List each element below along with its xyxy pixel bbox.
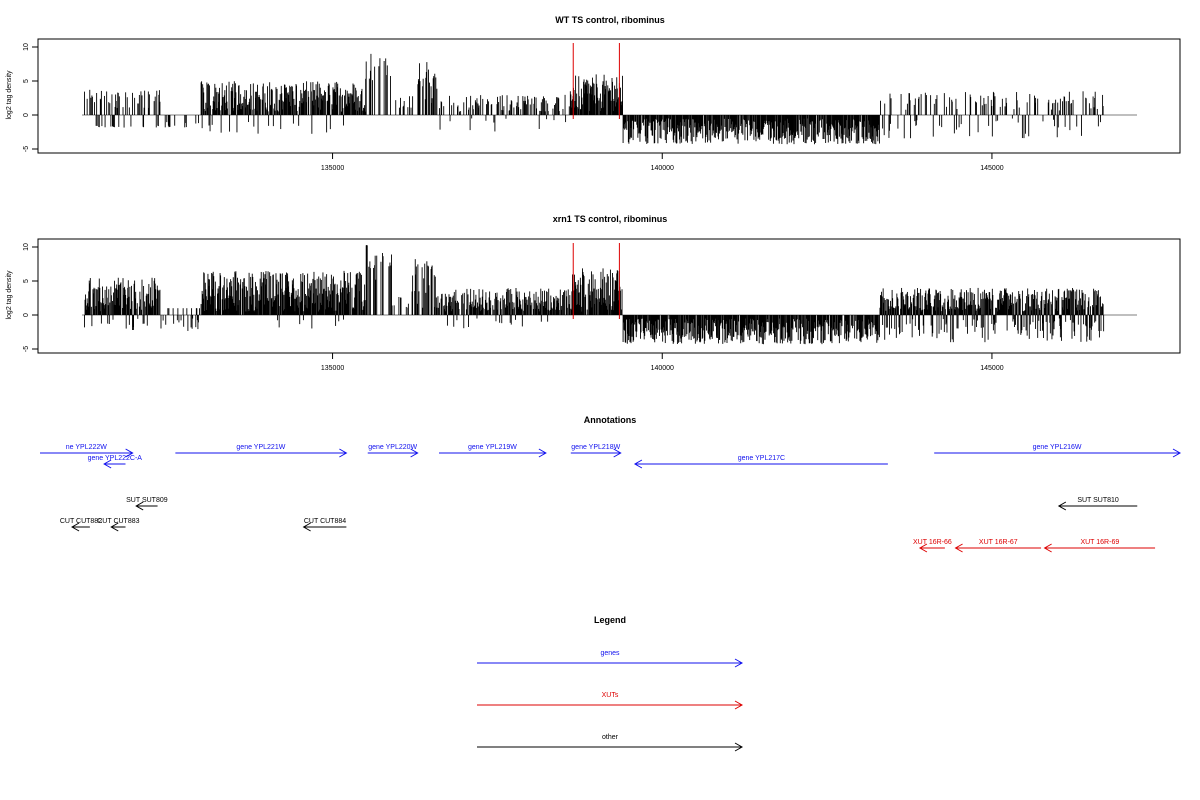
annotation-feature: CUT CUT884 xyxy=(302,518,347,532)
annotation-label: SUT SUT809 xyxy=(126,497,168,504)
y-tick-label: 0 xyxy=(23,113,30,117)
annotation-feature: SUT SUT810 xyxy=(1057,497,1138,511)
feature-arrow-head xyxy=(734,658,744,668)
annotation-feature: ne YPL222W xyxy=(40,444,134,458)
feature-arrow-head xyxy=(125,448,134,458)
x-tick-label: 140000 xyxy=(651,165,674,172)
legend-label: other xyxy=(602,734,619,741)
feature-arrow-head xyxy=(538,448,547,458)
wt-y-axis: -5 0 5 10 xyxy=(23,43,38,152)
y-tick-label: 5 xyxy=(23,79,30,83)
annotation-label: XUT 16R-66 xyxy=(913,539,952,546)
annotation-feature: XUT 16R-69 xyxy=(1043,539,1156,553)
annotation-label: gene YPL220W xyxy=(368,444,417,451)
legend-title: Legend xyxy=(594,615,626,625)
annotation-label: gene YPL217C xyxy=(738,455,785,462)
legend-item: genes xyxy=(477,650,744,668)
legend-item: XUTs xyxy=(477,692,744,710)
feature-arrow-head xyxy=(71,522,80,532)
annotation-feature: gene YPL222C-A xyxy=(88,455,143,469)
annotation-feature: gene YPL217C xyxy=(633,455,888,469)
legend: Legend genes XUTs other xyxy=(477,615,744,752)
y-tick-label: -5 xyxy=(23,346,30,352)
wt-x-axis: 135000 140000 145000 xyxy=(321,153,1004,172)
annotation-label: XUT 16R-69 xyxy=(1080,539,1119,546)
annotations-track: Annotations ne YPL222W gene YPL222C-A gene… xyxy=(40,415,1182,553)
wt-plot-frame xyxy=(37,38,1181,154)
xrn1-coverage-panel: xrn1 TS control, ribominus log2 tag dens… xyxy=(6,214,1181,372)
feature-arrow-head xyxy=(135,501,144,511)
feature-arrow-head xyxy=(410,448,419,458)
annotation-label: SUT SUT810 xyxy=(1077,497,1119,504)
feature-arrow-head xyxy=(734,742,744,752)
legend-item: other xyxy=(477,734,744,752)
feature-arrow-head xyxy=(1043,543,1052,553)
y-tick-label: -5 xyxy=(23,146,30,152)
annotation-feature: XUT 16R-66 xyxy=(913,539,952,553)
annotation-label: CUT CUT883 xyxy=(97,518,139,525)
wt-panel-title: WT TS control, ribominus xyxy=(555,15,665,25)
legend-label: genes xyxy=(600,650,620,657)
x-tick-label: 135000 xyxy=(321,365,344,372)
feature-arrow-head xyxy=(339,448,348,458)
annotation-label: ne YPL222W xyxy=(66,444,108,451)
annotation-feature: gene YPL219W xyxy=(439,444,547,458)
xrn1-x-axis: 135000 140000 145000 xyxy=(321,353,1004,372)
annotation-label: gene YPL221W xyxy=(236,444,285,451)
annotations-title: Annotations xyxy=(584,415,637,425)
x-tick-label: 145000 xyxy=(980,165,1003,172)
wt-marker-lines xyxy=(572,43,620,119)
legend-label: XUTs xyxy=(602,692,619,699)
feature-arrow-head xyxy=(918,543,928,553)
y-tick-label: 5 xyxy=(23,279,30,283)
annotation-label: gene YPL218W xyxy=(571,444,620,451)
y-tick-label: 10 xyxy=(23,243,30,251)
x-tick-label: 140000 xyxy=(651,365,674,372)
wt-y-axis-label: log2 tag density xyxy=(6,70,13,120)
annotation-feature: gene YPL220W xyxy=(367,444,419,458)
x-tick-label: 135000 xyxy=(321,165,344,172)
annotation-label: gene YPL219W xyxy=(468,444,517,451)
feature-arrow-head xyxy=(302,522,311,532)
annotation-feature: gene YPL216W xyxy=(934,444,1182,458)
annotation-label: CUT CUT882 xyxy=(60,518,102,525)
y-tick-label: 10 xyxy=(23,43,30,51)
feature-arrow-head xyxy=(110,522,119,532)
feature-arrow-head xyxy=(1057,501,1067,511)
annotation-label: XUT 16R-67 xyxy=(979,539,1018,546)
y-tick-label: 0 xyxy=(23,313,30,317)
annotation-feature: SUT SUT809 xyxy=(126,497,168,511)
annotation-feature: CUT CUT883 xyxy=(97,518,140,532)
annotation-feature: CUT CUT882 xyxy=(60,518,102,532)
feature-arrow-head xyxy=(734,700,744,710)
wt-coverage-bars xyxy=(82,53,1137,145)
feature-arrow-head xyxy=(613,448,622,458)
feature-arrow-head xyxy=(954,543,963,553)
feature-arrow-head xyxy=(103,459,112,469)
xrn1-coverage-bars xyxy=(82,245,1137,345)
annotation-feature: gene YPL218W xyxy=(570,444,622,458)
feature-arrow-head xyxy=(1172,448,1182,458)
annotation-feature: gene YPL221W xyxy=(175,444,348,458)
xrn1-plot-frame xyxy=(37,238,1181,354)
annotation-label: CUT CUT884 xyxy=(304,518,346,525)
xrn1-panel-title: xrn1 TS control, ribominus xyxy=(553,214,668,224)
xrn1-y-axis: -5 0 5 10 xyxy=(23,243,38,352)
feature-arrow-head xyxy=(633,459,643,469)
annotation-label: gene YPL222C-A xyxy=(88,455,143,462)
annotation-label: gene YPL216W xyxy=(1033,444,1082,451)
xrn1-y-axis-label: log2 tag density xyxy=(6,270,13,320)
wt-coverage-panel: WT TS control, ribominus log2 tag densit… xyxy=(6,15,1181,172)
annotation-feature: XUT 16R-67 xyxy=(954,539,1042,553)
xrn1-marker-lines xyxy=(572,243,620,319)
x-tick-label: 145000 xyxy=(980,365,1003,372)
